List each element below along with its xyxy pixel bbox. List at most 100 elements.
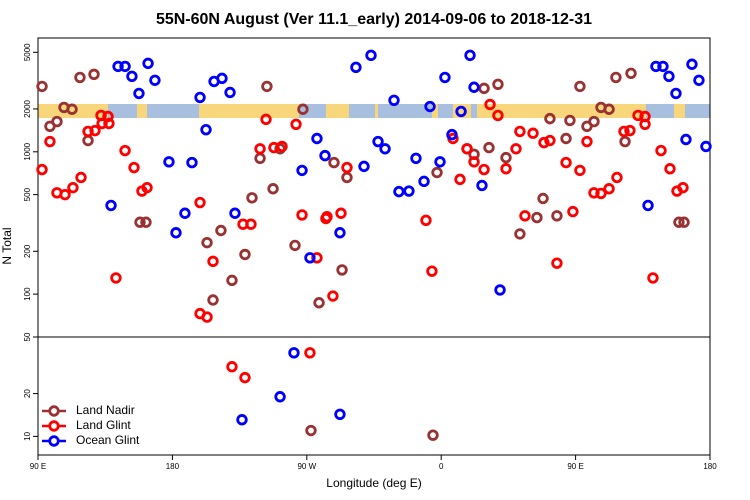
point — [319, 149, 331, 162]
point — [424, 100, 436, 113]
point — [149, 74, 161, 86]
point — [321, 210, 333, 223]
point — [201, 236, 213, 249]
point — [588, 187, 600, 199]
point — [514, 228, 526, 240]
point — [611, 171, 623, 184]
point — [564, 114, 576, 127]
point — [500, 151, 512, 164]
point — [476, 179, 488, 192]
legend-marker — [48, 420, 60, 432]
point — [239, 248, 251, 261]
point — [88, 68, 100, 81]
point — [544, 112, 556, 125]
point — [560, 132, 572, 145]
point — [304, 347, 316, 359]
point — [510, 143, 522, 155]
point — [686, 58, 698, 70]
point — [311, 252, 323, 264]
point — [179, 207, 191, 219]
point — [75, 171, 87, 184]
point — [105, 199, 117, 212]
point — [119, 144, 131, 157]
point — [632, 109, 644, 122]
point — [96, 117, 108, 130]
point — [246, 192, 258, 204]
point — [560, 156, 572, 169]
point — [484, 98, 496, 111]
x-tick-label: 90 E — [567, 462, 583, 471]
x-tick-label: 90 W — [297, 462, 316, 471]
point — [313, 297, 325, 309]
point — [297, 103, 309, 115]
point — [89, 124, 101, 137]
point — [200, 123, 212, 136]
x-tick-label: 90 E — [30, 462, 46, 471]
point — [461, 143, 473, 155]
point — [478, 82, 490, 95]
y-tick-label: 50 — [23, 332, 32, 341]
point — [388, 94, 400, 106]
point — [372, 135, 384, 148]
point — [680, 133, 692, 146]
lower-panel-frame — [37, 336, 711, 456]
point — [647, 272, 659, 284]
point — [551, 257, 563, 269]
legend-marker — [48, 405, 60, 417]
point — [216, 72, 228, 85]
point — [110, 272, 122, 284]
point — [290, 118, 302, 130]
point — [51, 115, 63, 128]
point — [483, 141, 495, 154]
point — [134, 216, 146, 228]
point — [426, 265, 438, 277]
point — [439, 71, 451, 84]
point — [186, 156, 198, 169]
point — [618, 125, 630, 138]
point — [494, 284, 506, 296]
point — [603, 103, 615, 115]
point — [226, 361, 238, 373]
point — [128, 161, 140, 174]
point — [311, 132, 323, 145]
point — [350, 61, 362, 74]
point — [538, 136, 550, 149]
point — [341, 171, 353, 184]
point — [427, 429, 439, 441]
x-tick-label: 180 — [703, 462, 717, 471]
point — [639, 118, 651, 130]
point — [455, 105, 467, 118]
point — [365, 49, 377, 62]
point — [610, 71, 622, 84]
point — [551, 210, 563, 222]
point — [642, 199, 654, 212]
point — [403, 185, 415, 197]
point — [657, 60, 669, 73]
legend-marker — [48, 435, 60, 447]
point — [492, 78, 504, 90]
point — [288, 347, 300, 359]
point — [464, 49, 476, 62]
point — [207, 255, 219, 268]
point — [112, 60, 124, 73]
point — [664, 163, 676, 175]
point — [537, 192, 549, 205]
point — [500, 163, 512, 175]
point — [673, 216, 685, 228]
y-tick-label: 20 — [23, 389, 32, 398]
point — [289, 239, 301, 252]
x-axis-label: Longitude (deg E) — [326, 476, 421, 490]
y-axis-label: N Total — [0, 227, 14, 264]
point — [693, 74, 705, 86]
point — [305, 424, 317, 437]
legend-label: Land Nadir — [76, 403, 135, 417]
point — [670, 87, 682, 100]
point — [267, 183, 279, 195]
point — [678, 216, 690, 228]
point — [126, 70, 138, 83]
point — [276, 140, 288, 153]
point — [335, 207, 347, 219]
point — [36, 163, 48, 176]
point — [619, 135, 631, 148]
